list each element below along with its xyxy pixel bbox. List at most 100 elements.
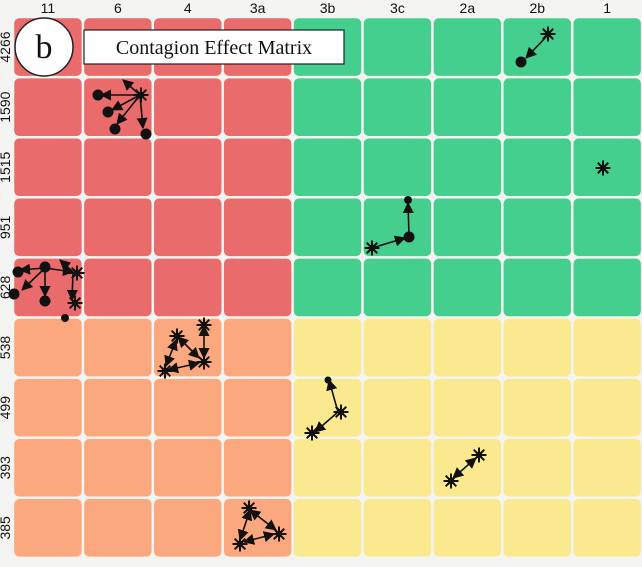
matrix-cell	[293, 258, 362, 317]
matrix-cell	[14, 378, 82, 437]
matrix-cell	[154, 499, 222, 557]
matrix-cell	[503, 499, 571, 557]
dot-node-icon	[39, 261, 51, 273]
matrix-cell	[503, 318, 571, 377]
matrix-cell	[433, 378, 502, 437]
matrix-cell	[154, 78, 222, 136]
burst-node-icon	[443, 473, 459, 489]
matrix-cell	[433, 318, 502, 377]
contagion-edge	[242, 531, 276, 545]
burst-node-icon	[157, 363, 173, 379]
dot-node-icon	[403, 231, 415, 243]
matrix-cell	[503, 378, 571, 437]
matrix-cell	[223, 78, 292, 136]
row-label: 951	[0, 215, 13, 239]
matrix-cell	[84, 438, 152, 497]
panel-letter-badge: b	[14, 17, 74, 77]
dot-node-icon	[324, 376, 332, 384]
matrix-cell	[14, 138, 82, 197]
dot-node-icon	[8, 288, 20, 300]
matrix-cell	[503, 138, 571, 197]
dot-node-icon	[109, 123, 121, 135]
matrix-cell	[14, 318, 82, 377]
matrix-cell	[293, 499, 362, 557]
matrix-cell	[363, 438, 432, 497]
matrix-cell	[293, 78, 362, 136]
row-label: 1515	[0, 151, 13, 182]
contagion-edge	[111, 94, 141, 111]
matrix-cell	[84, 138, 152, 197]
burst-node-icon	[471, 447, 487, 463]
burst-node-icon	[169, 328, 185, 344]
matrix-cell	[223, 499, 292, 557]
matrix-cell	[433, 438, 502, 497]
dot-node-icon	[404, 196, 412, 204]
dot-node-icon	[61, 314, 69, 322]
matrix-cell	[293, 438, 362, 497]
dot-node-icon	[102, 106, 114, 118]
matrix-cell	[154, 138, 222, 197]
dot-node-icon	[515, 56, 527, 68]
matrix-cell	[503, 78, 571, 136]
burst-node-icon	[196, 354, 212, 370]
column-label: 11	[41, 0, 56, 16]
matrix-cell	[293, 318, 362, 377]
matrix-cell	[293, 198, 362, 257]
column-label: 2b	[529, 0, 545, 16]
matrix-cell	[503, 198, 571, 257]
matrix-cell	[363, 138, 432, 197]
contagion-edge	[21, 267, 46, 291]
row-label: 385	[0, 516, 13, 540]
column-label: 4	[184, 0, 192, 16]
matrix-cell	[363, 198, 432, 257]
burst-node-icon	[364, 240, 380, 256]
row-label: 538	[0, 336, 13, 360]
matrix-cell	[573, 499, 641, 557]
matrix-cell	[503, 258, 571, 317]
contagion-edge	[249, 509, 277, 531]
matrix-cell	[363, 78, 432, 136]
matrix-cell	[573, 438, 641, 497]
matrix-cell	[433, 78, 502, 136]
matrix-cell	[223, 378, 292, 437]
matrix-cell	[293, 378, 362, 437]
row-label: 1590	[0, 91, 13, 122]
burst-node-icon	[133, 87, 149, 103]
burst-node-icon	[69, 265, 85, 281]
matrix-cell	[84, 499, 152, 557]
matrix-cell	[433, 138, 502, 197]
matrix-cell	[503, 438, 571, 497]
matrix-cell	[573, 378, 641, 437]
panel-letter: b	[36, 29, 53, 66]
contagion-edge	[525, 36, 547, 59]
matrix-cell	[573, 258, 641, 317]
column-label: 6	[114, 0, 122, 16]
contagion-edge	[314, 411, 339, 433]
matrix-cell	[14, 438, 82, 497]
matrix-cell	[14, 78, 82, 136]
matrix-cell	[223, 198, 292, 257]
burst-node-icon	[595, 160, 611, 176]
matrix-cell	[293, 138, 362, 197]
row-label: 499	[0, 396, 13, 420]
matrix-title: Contagion Effect Matrix	[116, 37, 312, 59]
burst-node-icon	[241, 500, 257, 516]
matrix-cell	[573, 18, 641, 76]
burst-node-icon	[196, 317, 212, 333]
burst-node-icon	[540, 26, 556, 42]
matrix-cell	[154, 198, 222, 257]
burst-node-icon	[333, 404, 349, 420]
row-label: 4266	[0, 31, 13, 62]
contagion-edge	[166, 359, 201, 374]
matrix-cell	[84, 318, 152, 377]
matrix-cell	[84, 198, 152, 257]
matrix-cell	[154, 378, 222, 437]
row-label: 393	[0, 456, 13, 480]
matrix-cell	[223, 258, 292, 317]
contagion-edge	[59, 259, 74, 273]
matrix-cell	[154, 258, 222, 317]
matrix-cell	[573, 318, 641, 377]
burst-node-icon	[304, 425, 320, 441]
matrix-cell	[573, 198, 641, 257]
